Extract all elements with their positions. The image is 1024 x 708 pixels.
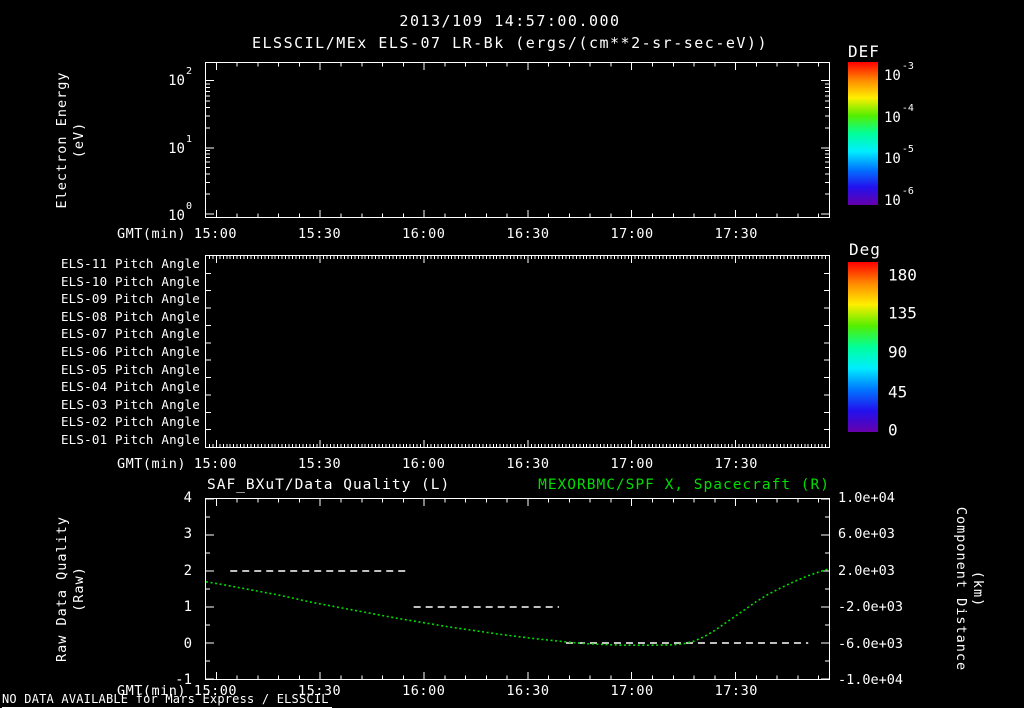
tick-label: 10-3 bbox=[884, 61, 914, 84]
pitch-row-label: ELS-03 Pitch Angle bbox=[60, 396, 200, 412]
time-tick-label: 17:00 bbox=[610, 226, 654, 242]
pitch-row-label: ELS-02 Pitch Angle bbox=[60, 414, 200, 430]
time-tick-label: 16:30 bbox=[506, 456, 550, 472]
time-axis-spectrogram: GMT(min) 15:00 15:30 16:00 16:30 17:00 17:30 bbox=[0, 226, 1024, 244]
spacecraft-x-curve bbox=[206, 568, 829, 646]
pitch-row-label: ELS-07 Pitch Angle bbox=[60, 326, 200, 342]
time-tick-label: 16:00 bbox=[402, 683, 446, 699]
time-tick-label: 15:30 bbox=[298, 683, 342, 699]
gmt-axis-label: GMT(min) bbox=[116, 456, 186, 472]
tick-label: 10-6 bbox=[884, 186, 914, 209]
time-tick-label: 15:00 bbox=[193, 683, 237, 699]
energy-axis-label: Electron Energy (eV) bbox=[54, 72, 88, 209]
time-tick-label: 17:30 bbox=[714, 226, 758, 242]
time-tick-label: 17:30 bbox=[714, 456, 758, 472]
time-tick-label: 15:00 bbox=[193, 456, 237, 472]
panel-spectrogram-canvas bbox=[206, 63, 829, 217]
tick-label: 6.0e+03 bbox=[838, 526, 895, 543]
time-tick-labels: 15:00 15:30 16:00 16:30 17:00 17:30 bbox=[194, 683, 830, 701]
tick-label: -6.0e+03 bbox=[838, 635, 904, 652]
pitch-row-label: ELS-04 Pitch Angle bbox=[60, 379, 200, 395]
distance-right-tick-labels: 1.0e+04 6.0e+03 2.0e+03 -2.0e+03 -6.0e+03 -1.… bbox=[838, 490, 922, 688]
panel-quality-canvas bbox=[206, 499, 829, 679]
quality-panel-title-left: SAF_BXuT/Data Quality (L) bbox=[207, 477, 451, 493]
pitch-row-label: ELS-05 Pitch Angle bbox=[60, 361, 200, 377]
distance-axis-label-unit: (km) bbox=[970, 570, 986, 608]
tick-label: 2 bbox=[183, 562, 192, 579]
pitch-row-label: ELS-11 Pitch Angle bbox=[60, 256, 200, 272]
time-axis-pitch: GMT(min) 15:00 15:30 16:00 16:30 17:00 17:30 bbox=[0, 456, 1024, 474]
time-tick-label: 17:00 bbox=[610, 683, 654, 699]
tick-label: -2.0e+03 bbox=[838, 599, 904, 616]
timestamp: 2013/109 14:57:00.000 bbox=[399, 12, 621, 30]
time-tick-label: 17:30 bbox=[714, 683, 758, 699]
def-colorbar-tick-labels: 10-3 10-4 10-5 10-6 bbox=[884, 61, 950, 209]
tick-label: 10-5 bbox=[884, 143, 914, 167]
deg-colorbar-title: Deg bbox=[849, 240, 881, 259]
time-tick-label: 16:30 bbox=[506, 226, 550, 242]
time-tick-label: 15:30 bbox=[298, 226, 342, 242]
panel-pitch-canvas bbox=[206, 256, 829, 447]
pitch-row-label: ELS-08 Pitch Angle bbox=[60, 308, 200, 324]
energy-axis-tick-labels: 102 101 100 bbox=[146, 62, 198, 224]
tick-label: -1.0e+04 bbox=[838, 672, 904, 688]
tick-label: 101 bbox=[168, 134, 192, 157]
quality-panel-title-right: MEXORBMC/SPF X, Spacecraft (R) bbox=[538, 477, 830, 493]
pitch-angle-panel bbox=[205, 255, 830, 448]
tick-label: 10-4 bbox=[884, 103, 914, 126]
pitch-row-label: ELS-09 Pitch Angle bbox=[60, 291, 200, 307]
spectrogram-panel bbox=[205, 62, 830, 218]
deg-colorbar bbox=[848, 262, 878, 432]
no-data-footer: NO DATA AVAILABLE for Mars Express / ELS… bbox=[2, 692, 332, 708]
time-tick-labels: 15:00 15:30 16:00 16:30 17:00 17:30 bbox=[194, 456, 830, 474]
time-tick-label: 16:00 bbox=[402, 226, 446, 242]
def-colorbar bbox=[848, 62, 878, 205]
gmt-axis-label: GMT(min) bbox=[116, 683, 186, 699]
time-tick-label: 16:00 bbox=[402, 456, 446, 472]
tick-label: 2.0e+03 bbox=[838, 562, 895, 579]
time-axis-quality: GMT(min) 15:00 15:30 16:00 16:30 17:00 17:30 bbox=[0, 683, 1024, 701]
time-tick-labels: 15:00 15:30 16:00 16:30 17:00 17:30 bbox=[194, 226, 830, 244]
raw-quality-axis-label-name: Raw Data Quality bbox=[54, 515, 70, 663]
tick-label: 100 bbox=[168, 201, 192, 224]
tick-label: 45 bbox=[888, 382, 908, 402]
tick-label: 0 bbox=[183, 635, 192, 652]
def-colorbar-title: DEF bbox=[848, 42, 880, 61]
distance-axis-label-name: Component Distance bbox=[953, 506, 969, 672]
pitch-row-label: ELS-10 Pitch Angle bbox=[60, 273, 200, 289]
tick-label: 1.0e+04 bbox=[838, 490, 895, 506]
tick-label: 1 bbox=[183, 599, 192, 616]
time-tick-label: 16:30 bbox=[506, 683, 550, 699]
pitch-row-label: ELS-01 Pitch Angle bbox=[60, 431, 200, 447]
energy-axis-label-name: Electron Energy bbox=[54, 71, 70, 209]
tick-label: 0 bbox=[888, 420, 898, 440]
time-tick-label: 15:30 bbox=[298, 456, 342, 472]
tick-label: 180 bbox=[888, 265, 917, 285]
tick-label: 102 bbox=[168, 66, 192, 89]
pitch-row-label: ELS-06 Pitch Angle bbox=[60, 344, 200, 359]
deg-colorbar-tick-labels: 180 135 90 45 0 bbox=[888, 262, 948, 440]
gmt-axis-label: GMT(min) bbox=[116, 226, 186, 242]
tick-label: 4 bbox=[183, 490, 192, 506]
pitch-row-labels: ELS-11 Pitch Angle ELS-10 Pitch Angle ELS-… bbox=[56, 255, 200, 448]
tick-label: 3 bbox=[183, 526, 192, 543]
raw-quality-axis-label-unit: (Raw) bbox=[71, 566, 87, 612]
tick-label: 135 bbox=[888, 303, 917, 323]
time-tick-label: 17:00 bbox=[610, 456, 654, 472]
quality-left-tick-labels: 4 3 2 1 0 -1 bbox=[156, 490, 198, 688]
component-distance-axis-label: (km) Component Distance bbox=[952, 507, 986, 671]
time-tick-label: 15:00 bbox=[193, 226, 237, 242]
tick-label: -1 bbox=[175, 672, 192, 688]
energy-axis-label-unit: (eV) bbox=[71, 121, 87, 159]
raw-quality-axis-label: Raw Data Quality (Raw) bbox=[54, 516, 88, 662]
quality-panel bbox=[205, 498, 830, 680]
tick-label: 90 bbox=[888, 342, 908, 362]
plot-title: ELSSCIL/MEx ELS-07 LR-Bk (ergs/(cm**2-sr… bbox=[251, 34, 768, 52]
